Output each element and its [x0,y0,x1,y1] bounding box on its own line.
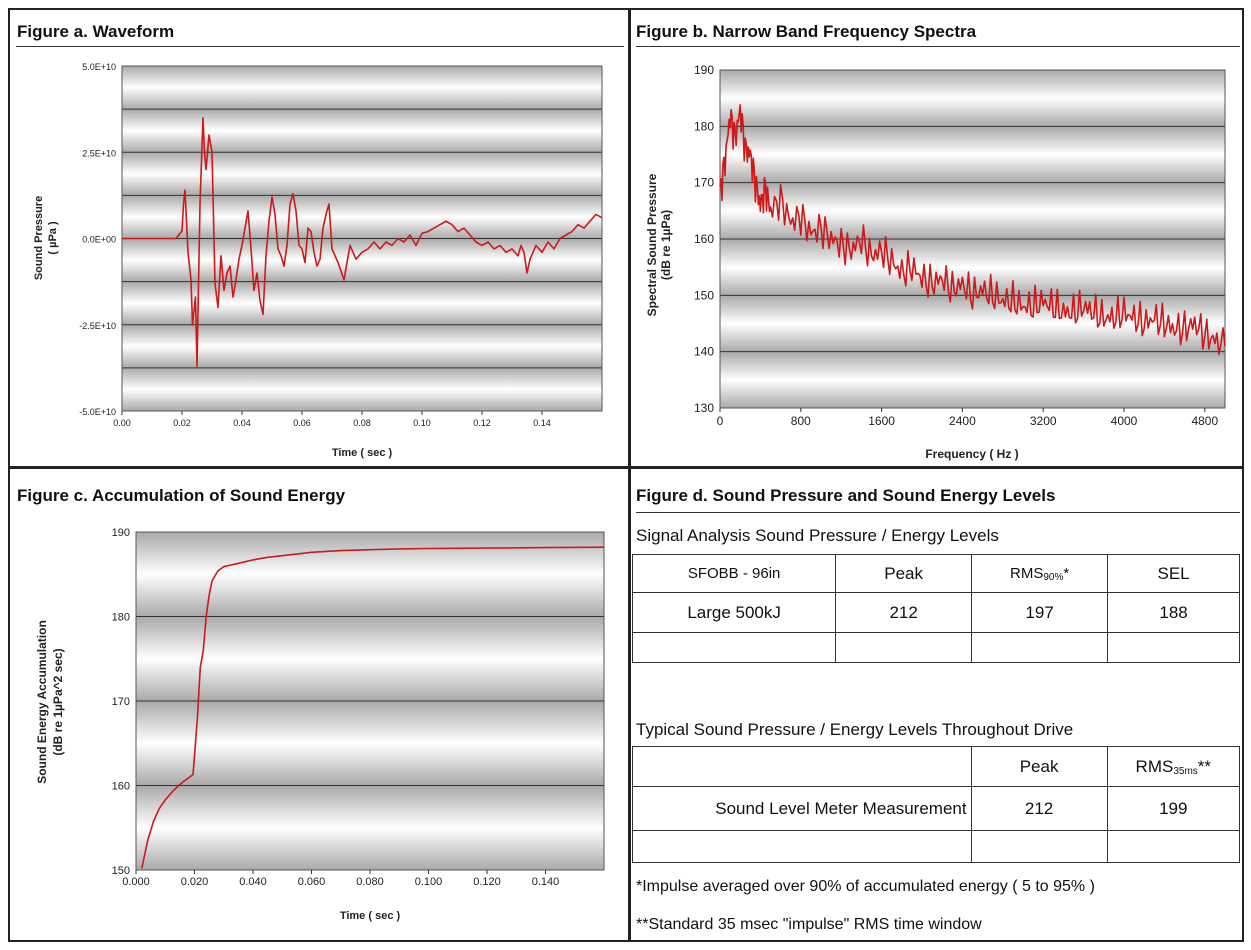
t1-header-peak: Peak [836,555,972,593]
spectrum-band [720,352,1225,408]
t2-cell-source: Sound Level Meter Measurement [633,787,972,831]
spectrum-x-tick-label: 1600 [868,414,895,428]
spectrum-x-tick-label: 4000 [1111,414,1138,428]
spectrum-y-tick-label: 170 [694,176,714,190]
spectrum-x-axis-label: Frequency ( Hz ) [925,447,1018,461]
waveform-x-tick-label: 0.08 [353,418,371,428]
energy-x-tick-label: 0.000 [122,876,150,888]
footnote-impulse: *Impulse averaged over 90% of accumulate… [636,878,1095,896]
t1-header-rms: RMS90%* [972,555,1108,593]
waveform-x-axis-label: Time ( sec ) [332,447,393,459]
energy-x-tick-label: 0.060 [298,876,326,888]
waveform-band [122,66,602,109]
spectrum-x-tick-label: 2400 [949,414,976,428]
energy-x-tick-label: 0.040 [239,876,267,888]
waveform-y-tick-label: 5.0E+10 [82,62,116,72]
t2-empty-cell [1107,831,1239,863]
waveform-y-axis-label: Sound Pressure [33,196,45,280]
energy-x-tick-label: 0.080 [356,876,384,888]
spectrum-band [720,239,1225,295]
t1-empty-cell [1108,633,1240,663]
waveform-x-tick-label: 0.00 [113,418,131,428]
t1-rms-star: * [1063,565,1069,582]
t1-header-source: SFOBB - 96in [633,555,836,593]
signal-analysis-table: SFOBB - 96in Peak RMS90%* SEL Large 500k… [632,554,1240,663]
spectrum-y-axis-label: Spectral Sound Pressure [645,173,659,316]
t1-empty-cell [972,633,1108,663]
spectrum-y-axis-unit: (dB re 1µPa) [659,210,673,280]
spectrum-y-tick-label: 160 [694,232,714,246]
t2-rms-star: ** [1198,757,1211,776]
spectrum-x-tick-label: 3200 [1030,414,1057,428]
t1-cell-source: Large 500kJ [633,593,836,633]
energy-y-axis-label: Sound Energy Accumulation [35,620,49,784]
t1-cell-rms: 197 [972,593,1108,633]
t2-cell-rms: 199 [1107,787,1239,831]
waveform-y-axis-unit: ( µPa ) [47,221,59,255]
waveform-band [122,152,602,195]
spectrum-y-tick-label: 130 [694,401,714,415]
t1-rms-main: RMS [1010,565,1043,582]
spectrum-x-tick-label: 800 [791,414,811,428]
t1-empty-cell [836,633,972,663]
spectrum-y-tick-label: 190 [694,63,714,77]
t2-empty-cell [633,831,972,863]
footnote-standard: **Standard 35 msec "impulse" RMS time wi… [636,916,982,934]
waveform-band [122,368,602,411]
t2-cell-peak: 212 [971,787,1107,831]
energy-y-tick-label: 150 [112,865,130,877]
spectrum-band [720,70,1225,126]
spectrum-x-tick-label: 0 [717,414,724,428]
spectrum-band [720,126,1225,182]
spectrum-y-tick-label: 180 [694,119,714,133]
waveform-y-tick-label: 2.5E+10 [82,148,116,158]
energy-band [136,532,604,617]
table2-title: Typical Sound Pressure / Energy Levels T… [636,720,1073,740]
t2-header-rms: RMS35ms** [1107,747,1239,787]
energy-x-tick-label: 0.100 [415,876,443,888]
spectrum-y-tick-label: 140 [694,345,714,359]
table1-title: Signal Analysis Sound Pressure / Energy … [636,526,999,546]
waveform-band [122,195,602,238]
energy-band [136,786,604,871]
t2-rms-sub: 35ms [1173,766,1197,777]
spectrum-x-tick-label: 4800 [1191,414,1218,428]
energy-y-tick-label: 160 [112,781,130,793]
energy-band [136,701,604,786]
t1-cell-peak: 212 [836,593,972,633]
waveform-y-tick-label: -2.5E+10 [79,321,116,331]
t2-header-blank [633,747,972,787]
waveform-band [122,325,602,368]
energy-band [136,617,604,702]
t1-rms-sub: 90% [1043,572,1063,583]
waveform-x-tick-label: 0.02 [173,418,191,428]
energy-x-tick-label: 0.140 [532,876,560,888]
t2-rms-main: RMS [1136,757,1174,776]
energy-x-tick-label: 0.120 [473,876,501,888]
t2-header-peak: Peak [971,747,1107,787]
waveform-y-tick-label: 0.0E+00 [82,235,116,245]
t1-header-sel: SEL [1108,555,1240,593]
t1-cell-sel: 188 [1108,593,1240,633]
spectrum-y-tick-label: 150 [694,288,714,302]
waveform-y-tick-label: -5.0E+10 [79,407,116,417]
typical-levels-table: Peak RMS35ms** Sound Level Meter Measure… [632,746,1240,863]
energy-y-tick-label: 180 [112,612,130,624]
waveform-x-tick-label: 0.04 [233,418,251,428]
energy-x-axis-label: Time ( sec ) [340,910,401,922]
t1-empty-cell [633,633,836,663]
energy-y-tick-label: 170 [112,696,130,708]
waveform-x-tick-label: 0.06 [293,418,311,428]
waveform-x-tick-label: 0.10 [413,418,431,428]
waveform-x-tick-label: 0.12 [473,418,491,428]
energy-x-tick-label: 0.020 [181,876,209,888]
energy-y-axis-unit: (dB re 1µPa^2 sec) [51,648,65,755]
energy-y-tick-label: 190 [112,527,130,539]
waveform-x-tick-label: 0.14 [533,418,551,428]
waveform-band [122,109,602,152]
t2-empty-cell [971,831,1107,863]
